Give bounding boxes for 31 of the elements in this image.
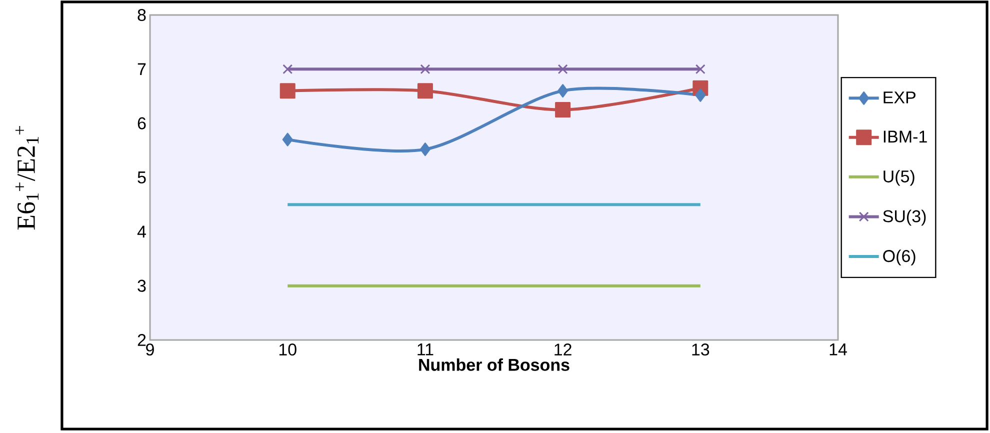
x-tick-label: 9: [146, 344, 154, 356]
y-tick-label: 7: [138, 63, 146, 76]
point: [695, 64, 706, 74]
legend-label: IBM-1: [884, 130, 927, 142]
x-tick-label: 12: [554, 344, 572, 356]
point: [558, 64, 568, 74]
x-tick-label: 10: [279, 344, 296, 356]
point: [695, 88, 706, 102]
point: [555, 102, 571, 118]
legend-label: EXP: [884, 92, 916, 104]
y-tick-label: 5: [138, 172, 146, 184]
legend-label: SU(3): [883, 210, 926, 226]
point: [282, 132, 293, 146]
point: [417, 83, 433, 99]
point: [280, 83, 296, 99]
point: [420, 142, 430, 156]
x-tick-label: 13: [692, 344, 710, 356]
y-tick-label: 6: [138, 117, 146, 130]
point: [558, 84, 568, 98]
x-tick-label: 14: [830, 344, 847, 356]
y-tick-label: 4: [137, 226, 146, 238]
x-axis-title: Number of Bosons: [419, 358, 570, 371]
legend-label: O(6): [883, 250, 916, 266]
y-tick-label: 8: [138, 8, 146, 22]
x-tick-label: 11: [418, 344, 434, 356]
point: [282, 64, 293, 74]
point: [420, 64, 430, 74]
y-tick-label: 2: [138, 334, 146, 346]
legend-label: U(5): [884, 170, 914, 186]
y-axis-title: E6$_{1}$$^{+}$/E2$_{1}$+: [15, 126, 38, 230]
y-tick-label: 3: [138, 280, 146, 292]
